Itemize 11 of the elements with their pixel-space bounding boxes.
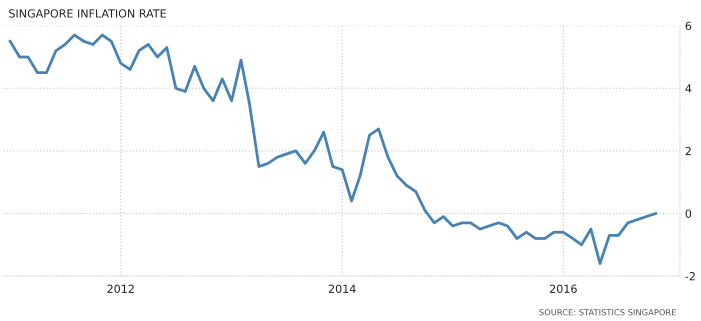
line-series — [8, 34, 658, 265]
y-tick-label: 0 — [686, 209, 692, 218]
x-tick-label: 2016 — [550, 284, 577, 293]
y-tick-label: 4 — [685, 84, 692, 92]
y-tick-label: -2 — [685, 272, 695, 280]
x-tick-label: 2014 — [328, 284, 356, 293]
x-tick-label: 2012 — [107, 284, 134, 293]
chart-title: SINGAPORE INFLATION RATE — [9, 9, 166, 18]
y-tick-label: 2 — [686, 146, 691, 156]
y-tick-label: 6 — [686, 22, 692, 30]
source-note: SOURCE: STATISTICS SINGAPORE — [539, 309, 676, 316]
